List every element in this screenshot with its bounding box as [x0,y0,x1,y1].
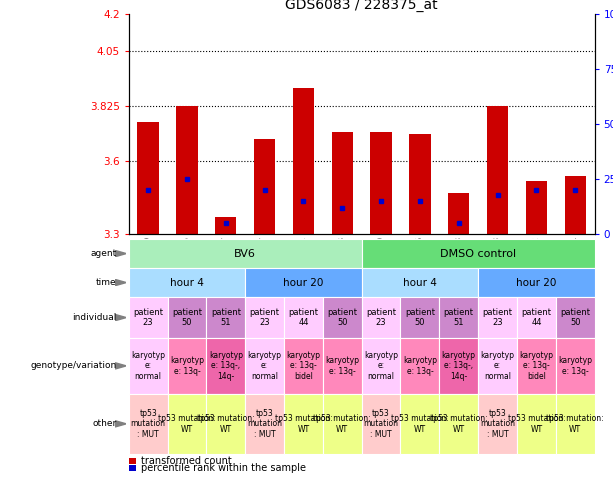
Text: DMSO control: DMSO control [440,249,516,258]
Text: individual: individual [72,313,116,322]
Text: patient
50: patient 50 [327,308,357,327]
Bar [177,106,197,234]
Text: BV6: BV6 [234,249,256,258]
Text: hour 20: hour 20 [283,278,324,287]
Text: patient
51: patient 51 [211,308,241,327]
Bar [254,139,275,234]
Text: tp53
mutation
: MUT: tp53 mutation : MUT [247,409,282,439]
Text: tp53 mutation:
WT: tp53 mutation: WT [158,414,216,434]
Text: karyotyp
e: 13q-,
14q-: karyotyp e: 13q-, 14q- [442,351,476,381]
Text: tp53 mutation:
WT: tp53 mutation: WT [546,414,604,434]
Text: tp53 mutation:
WT: tp53 mutation: WT [508,414,565,434]
Bar [487,106,508,234]
Text: hour 20: hour 20 [516,278,557,287]
Text: tp53
mutation
: MUT: tp53 mutation : MUT [364,409,398,439]
Bar [409,134,430,234]
Text: tp53
mutation
: MUT: tp53 mutation : MUT [131,409,166,439]
Text: patient
50: patient 50 [560,308,590,327]
Text: karyotyp
e: 13q-
bidel: karyotyp e: 13q- bidel [286,351,321,381]
Title: GDS6083 / 228375_at: GDS6083 / 228375_at [286,0,438,12]
Bar [526,181,547,234]
Text: patient
51: patient 51 [444,308,474,327]
Text: hour 4: hour 4 [170,278,204,287]
Text: karyotyp
e: 13q-: karyotyp e: 13q- [558,356,592,376]
Polygon shape [115,251,126,256]
Text: karyotyp
e: 13q-: karyotyp e: 13q- [403,356,437,376]
Polygon shape [115,280,126,285]
Text: patient
44: patient 44 [289,308,318,327]
Text: other: other [92,419,116,428]
Text: karyotyp
e: 13q-: karyotyp e: 13q- [170,356,204,376]
Text: karyotyp
e:
normal: karyotyp e: normal [248,351,281,381]
Text: tp53 mutation:
WT: tp53 mutation: WT [391,414,449,434]
Bar [448,193,470,234]
Text: patient
23: patient 23 [482,308,512,327]
Text: tp53
mutation
: MUT: tp53 mutation : MUT [480,409,515,439]
Text: patient
50: patient 50 [172,308,202,327]
Text: tp53 mutation:
WT: tp53 mutation: WT [313,414,371,434]
Bar [565,176,586,234]
Bar [215,217,237,234]
Polygon shape [115,363,126,369]
Text: karyotyp
e: 13q-,
14q-: karyotyp e: 13q-, 14q- [209,351,243,381]
Text: karyotyp
e: 13q-: karyotyp e: 13q- [326,356,359,376]
Bar [137,122,159,234]
Text: karyotyp
e:
normal: karyotyp e: normal [481,351,514,381]
Text: agent: agent [90,249,116,258]
Text: transformed count: transformed count [141,456,232,466]
Text: percentile rank within the sample: percentile rank within the sample [141,463,306,473]
Bar [332,132,353,234]
Text: patient
44: patient 44 [522,308,551,327]
Text: karyotyp
e:
normal: karyotyp e: normal [364,351,398,381]
Text: patient
50: patient 50 [405,308,435,327]
Polygon shape [115,314,126,321]
Polygon shape [115,421,126,427]
Text: tp53 mutation:
WT: tp53 mutation: WT [430,414,487,434]
Bar [370,132,392,234]
Text: tp53 mutation:
WT: tp53 mutation: WT [197,414,254,434]
Text: genotype/variation: genotype/variation [30,361,116,370]
Text: patient
23: patient 23 [249,308,280,327]
Text: patient
23: patient 23 [366,308,396,327]
Text: karyotyp
e:
normal: karyotyp e: normal [131,351,165,381]
Text: hour 4: hour 4 [403,278,437,287]
Bar [293,88,314,234]
Text: patient
23: patient 23 [133,308,163,327]
Text: karyotyp
e: 13q-
bidel: karyotyp e: 13q- bidel [519,351,554,381]
Text: tp53 mutation:
WT: tp53 mutation: WT [275,414,332,434]
Text: time: time [96,278,116,287]
